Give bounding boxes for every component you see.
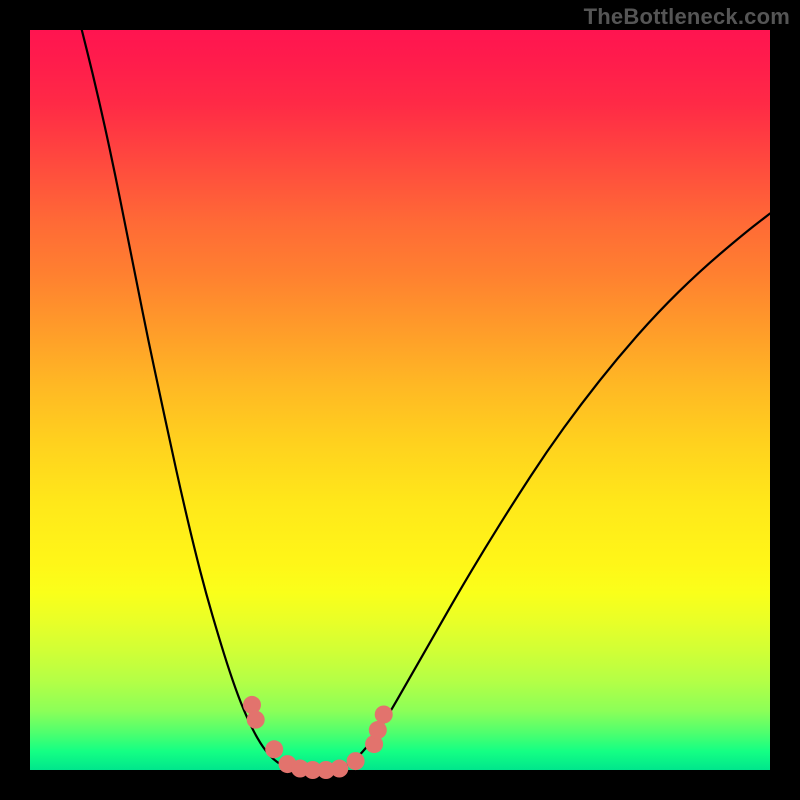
marker-dot	[375, 706, 393, 724]
marker-dot	[347, 752, 365, 770]
marker-dot	[369, 721, 387, 739]
gradient-background	[30, 30, 770, 770]
bottleneck-curve-chart	[0, 0, 800, 800]
watermark-text: TheBottleneck.com	[584, 4, 790, 30]
marker-dot	[247, 711, 265, 729]
marker-dot	[265, 740, 283, 758]
marker-dot	[330, 760, 348, 778]
chart-stage: TheBottleneck.com	[0, 0, 800, 800]
